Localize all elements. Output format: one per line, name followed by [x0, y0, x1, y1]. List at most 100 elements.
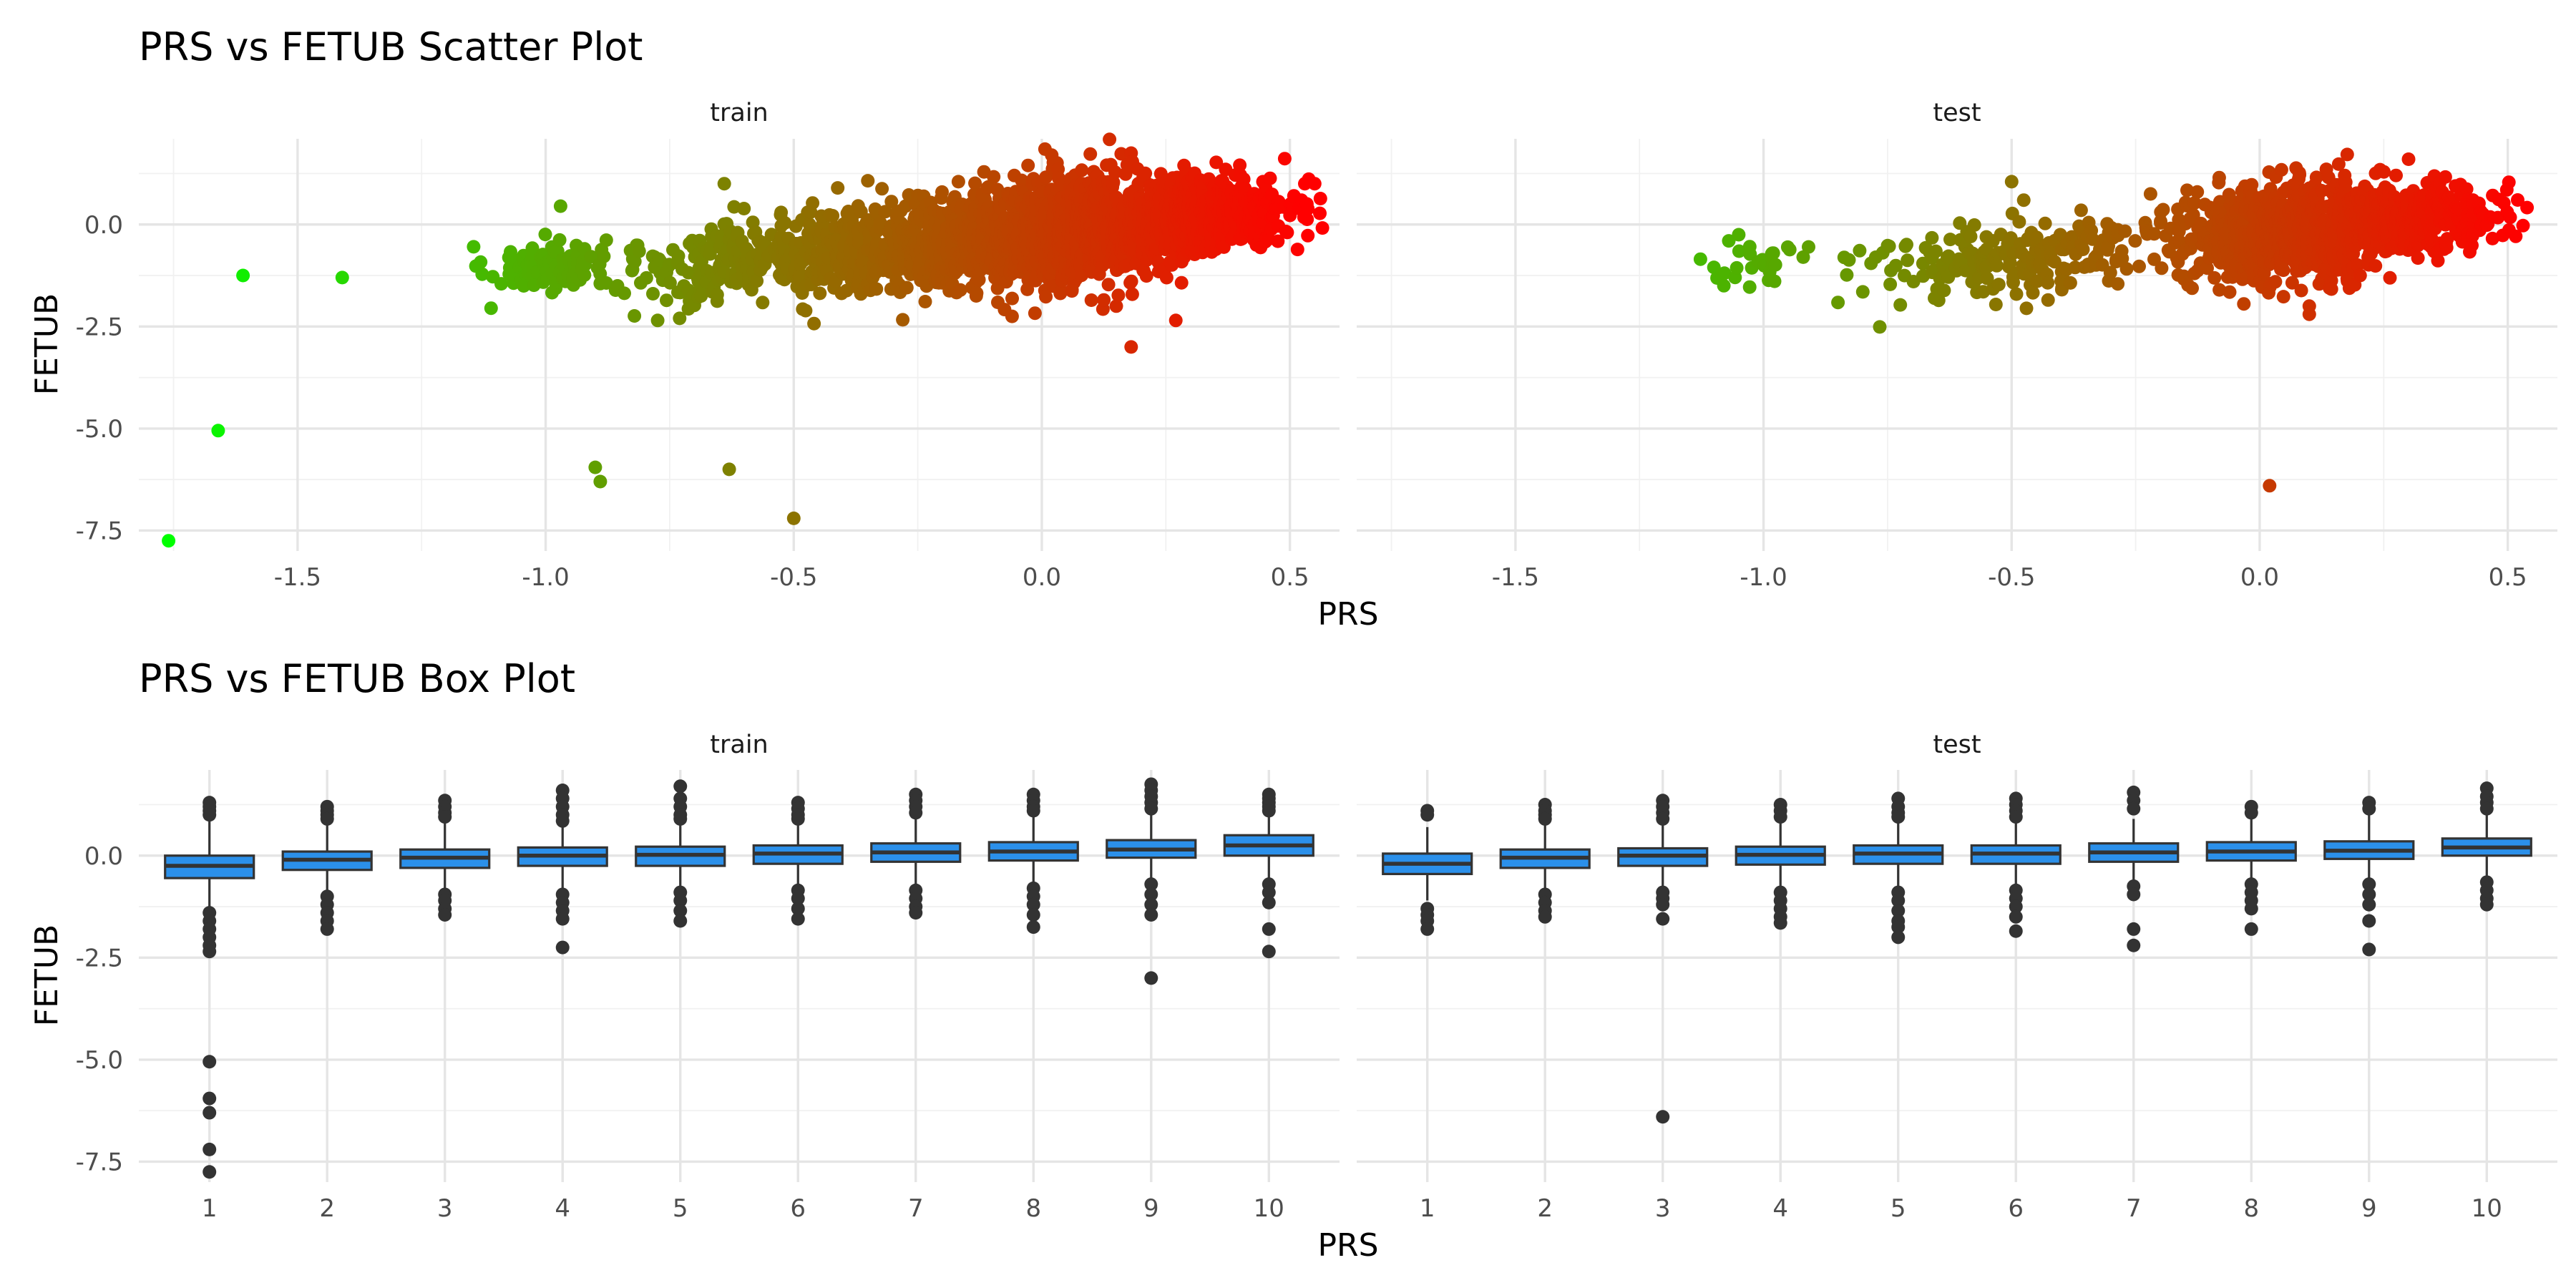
scatter-point	[1855, 285, 1870, 299]
box-outlier	[203, 1055, 217, 1069]
box-outlier	[2362, 897, 2376, 912]
scatter-point	[2268, 275, 2283, 289]
box-outlier	[1656, 912, 1670, 926]
scatter-point	[2038, 216, 2052, 230]
scatter-point	[1005, 309, 1019, 323]
scatter-point	[2276, 263, 2290, 278]
scatter-point	[970, 286, 984, 301]
scatter-point	[1802, 240, 1815, 254]
box-x-tick-label: 7	[908, 1194, 924, 1223]
scatter-point	[839, 283, 854, 298]
scatter-point	[2389, 168, 2403, 182]
scatter-point	[2511, 193, 2524, 207]
box-outlier	[1144, 801, 1158, 816]
scatter-point	[778, 216, 792, 230]
box-outlier	[2009, 899, 2023, 914]
box-7	[2088, 785, 2180, 952]
box-outlier	[1144, 877, 1158, 892]
scatter-point	[2147, 227, 2161, 241]
scatter-point	[467, 240, 481, 254]
scatter-point	[1768, 258, 1782, 272]
box-y-label: FETUB	[29, 924, 65, 1026]
box-outlier	[203, 808, 217, 822]
scatter-point	[2041, 293, 2055, 307]
box-9	[1106, 777, 1197, 985]
box-y-axis: 0.0 -2.5 -5.0 -7.5	[76, 842, 123, 1177]
scatter-point	[918, 295, 932, 308]
scatter-x-tick-label: -0.5	[770, 563, 817, 592]
scatter-point	[1101, 278, 1116, 292]
box-outlier	[791, 811, 805, 826]
scatter-point	[1782, 243, 1797, 257]
scatter-point	[2285, 275, 2299, 290]
scatter-point	[599, 276, 613, 290]
box-outlier	[909, 806, 923, 820]
box-outlier	[2244, 922, 2258, 936]
scatter-point	[813, 286, 827, 301]
scatter-point	[2103, 265, 2117, 280]
scatter-strip-train: train	[710, 99, 768, 127]
scatter-point	[1990, 258, 2004, 273]
box-outlier	[673, 904, 688, 918]
box-outlier	[791, 892, 805, 906]
scatter-point	[2516, 218, 2530, 233]
box-outlier	[1656, 897, 1670, 912]
scatter-point	[2223, 285, 2237, 299]
scatter-point	[632, 244, 646, 258]
box-outlier	[2362, 801, 2376, 816]
scatter-point	[1109, 299, 1123, 313]
scatter-point	[1124, 340, 1138, 354]
scatter-point	[2276, 290, 2290, 304]
box-outlier	[1773, 810, 1787, 824]
scatter-point	[2237, 297, 2251, 311]
box-y-tick-label: -7.5	[76, 1148, 123, 1176]
box-outlier	[1891, 904, 1906, 918]
scatter-point	[2324, 282, 2338, 296]
scatter-point	[1233, 158, 1247, 172]
scatter-x-tick-label: -1.5	[1492, 563, 1539, 592]
box-outlier	[1026, 907, 1040, 922]
box-1	[164, 796, 255, 1179]
box-x-tick-label: 7	[2126, 1194, 2142, 1223]
box-outlier	[1144, 907, 1158, 922]
box-2	[281, 799, 373, 936]
box-7	[870, 787, 962, 920]
scatter-point	[1313, 206, 1327, 220]
box-8	[987, 787, 1079, 935]
scatter-point	[1937, 283, 1951, 298]
scatter-point	[236, 268, 250, 283]
scatter-point	[1124, 274, 1138, 288]
scatter-point	[2115, 251, 2129, 265]
box-outlier	[1262, 922, 1276, 936]
scatter-point	[826, 209, 840, 223]
scatter-point	[1280, 225, 1294, 240]
scatter-point	[1125, 287, 1139, 301]
scatter-point	[2509, 229, 2523, 243]
scatter-point	[628, 309, 642, 323]
scatter-point	[2143, 187, 2157, 201]
scatter-point	[2185, 281, 2199, 296]
scatter-point	[1097, 293, 1111, 307]
scatter-point	[484, 301, 498, 316]
scatter-y-tick-label: 0.0	[84, 211, 123, 240]
scatter-point	[2074, 203, 2088, 218]
scatter-point	[2063, 275, 2077, 290]
scatter-point	[2377, 165, 2391, 179]
scatter-point	[1039, 290, 1053, 304]
box-panel-train	[139, 770, 1340, 1182]
box-x-tick-label: 10	[1254, 1194, 1284, 1223]
box-outlier	[1262, 945, 1276, 959]
box-x-tick-label: 2	[319, 1194, 335, 1223]
scatter-point	[588, 460, 602, 474]
scatter-point	[335, 270, 349, 285]
box-outlier	[1891, 930, 1906, 945]
scatter-x-axis: -1.5 -1.0 -0.5 0.0 0.5 -1.5 -1.0 -0.5 0.0 0.5	[274, 563, 2527, 592]
scatter-point	[1958, 263, 1973, 278]
scatter-point	[2309, 170, 2323, 185]
box-10	[1223, 787, 1314, 959]
box-x-tick-label: 2	[1537, 1194, 1553, 1223]
scatter-point	[2026, 286, 2040, 300]
scatter-panel-train	[139, 132, 1340, 551]
scatter-x-tick-label: -1.0	[522, 563, 569, 592]
box-outlier	[1262, 885, 1276, 899]
